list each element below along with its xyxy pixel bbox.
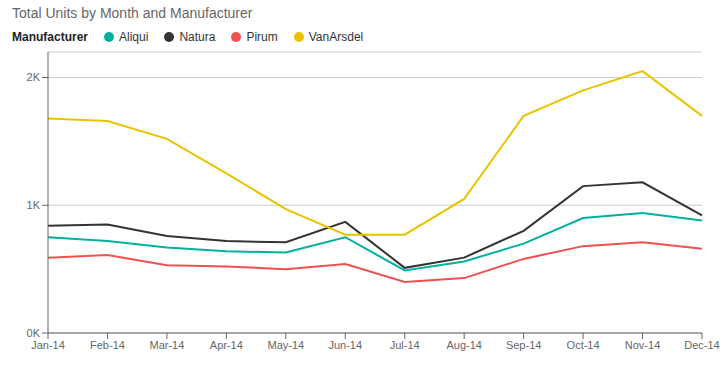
svg-text:2K: 2K [27,71,41,83]
html-text:Manufacturer: Manufacturer [12,30,88,44]
svg-text:Oct-14: Oct-14 [567,339,600,351]
svg-text:Feb-14: Feb-14 [90,339,125,351]
svg-text:Jan-14: Jan-14 [31,339,65,351]
svg-text:Sep-14: Sep-14 [506,339,541,351]
svg-text:Jul-14: Jul-14 [390,339,420,351]
svg-text:Mar-14: Mar-14 [149,339,184,351]
svg-text:Aug-14: Aug-14 [446,339,481,351]
svg-text:Jun-14: Jun-14 [328,339,362,351]
html-text:Total Units by Month and Manuf: Total Units by Month and Manufacturer [12,5,253,21]
svg-text:0K: 0K [27,327,41,339]
svg-text:May-14: May-14 [267,339,304,351]
html-text:Natura: Natura [179,30,216,44]
html-text:Pirum: Pirum [246,30,278,44]
svg-text:Apr-14: Apr-14 [210,339,243,351]
html-text:VanArsdel: VanArsdel [308,30,364,44]
html-text:Aliqui: Aliqui [119,30,149,44]
svg-text:Nov-14: Nov-14 [625,339,660,351]
svg-text:1K: 1K [27,199,41,211]
svg-text:Dec-14: Dec-14 [684,339,714,351]
